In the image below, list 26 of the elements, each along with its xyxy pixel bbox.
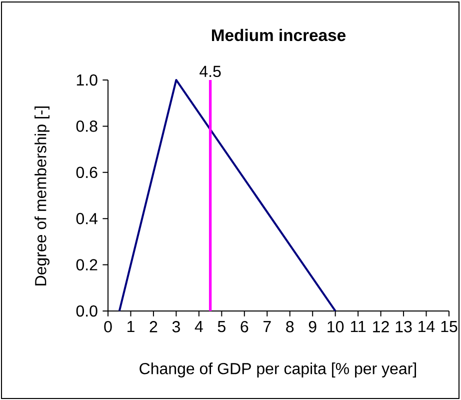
x-axis-title: Change of GDP per capita [% per year]: [140, 362, 416, 378]
x-tick-label: 6: [240, 321, 248, 332]
x-tick-label: 3: [172, 321, 180, 332]
x-tick-label: 10: [328, 321, 344, 332]
ref-line-label: 4.5: [200, 66, 221, 78]
y-tick-label: 0.4: [76, 212, 98, 224]
x-tick-label: 2: [150, 321, 158, 332]
x-tick-label: 7: [264, 321, 271, 332]
x-tick-label: 1: [128, 321, 134, 332]
y-tick-label: 0.8: [76, 120, 98, 132]
x-tick-label: 12: [373, 321, 389, 332]
x-tick-label: 14: [418, 321, 435, 332]
x-tick-label: 8: [286, 321, 294, 332]
x-tick-label: 9: [308, 321, 316, 332]
x-tick-label: 0: [104, 321, 112, 332]
y-tick-label: 0.0: [76, 305, 98, 317]
x-tick-label: 15: [441, 321, 458, 332]
x-tick-label: 4: [194, 321, 203, 332]
y-axis-title: Degree of membership [-]: [34, 106, 50, 286]
y-tick-label: 0.6: [76, 166, 98, 178]
x-tick-label: 5: [218, 321, 226, 332]
x-tick-label: 11: [350, 321, 366, 332]
y-tick-label: 0.2: [76, 259, 98, 270]
y-tick-label: 1.0: [76, 74, 98, 86]
x-tick-label: 13: [396, 321, 412, 332]
chart-title: Medium increase: [212, 28, 346, 42]
